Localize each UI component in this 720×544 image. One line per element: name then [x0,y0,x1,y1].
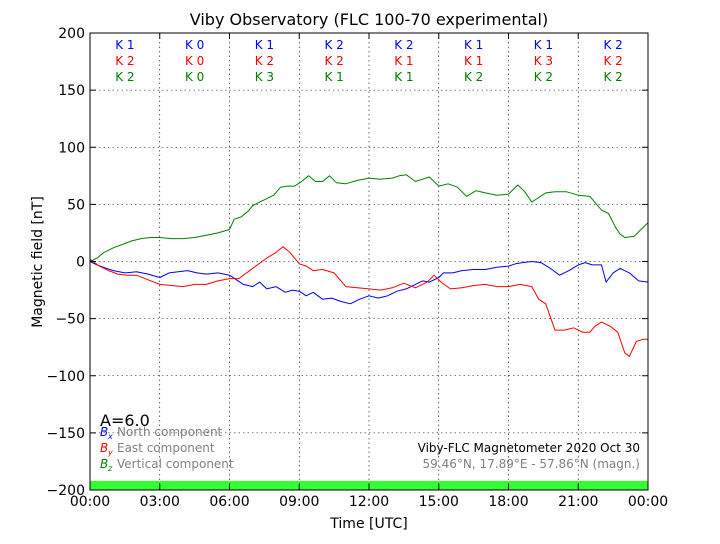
y-tick-label: 100 [58,140,85,156]
y-tick-label: −100 [47,369,85,385]
series-line-2 [89,246,648,357]
k-index-label: K 0 [185,38,204,52]
k-index-label: K 2 [534,70,553,84]
legend-symbol: B [100,425,108,439]
k-index-label: K 2 [324,38,343,52]
y-tick-label: 0 [76,255,85,271]
y-tick-label: −150 [47,426,85,442]
series-line-1 [89,261,649,305]
k-index-label: K 2 [115,70,134,84]
location-label: 59.46°N, 17.89°E - 57.86°N (magn.) [423,457,640,471]
chart-title: Viby Observatory (FLC 100-70 experimenta… [190,10,549,29]
x-axis-label: Time [UTC] [329,516,407,532]
x-tick-label: 18:00 [488,494,528,510]
x-tick-label: 09:00 [279,494,319,510]
y-tick-label: 200 [58,26,85,42]
legend-symbol: B [100,441,108,455]
k-index-label: K 3 [255,70,274,84]
k-index-label: K 2 [603,38,622,52]
x-tick-label: 06:00 [209,494,249,510]
legend-symbol: B [100,457,108,471]
k-index-label: K 2 [603,54,622,68]
k-index-label: K 1 [394,54,413,68]
legend-symbol-subscript: z [107,464,113,473]
legend-symbol-subscript: x [107,432,113,441]
x-tick-label: 00:00 [628,494,668,510]
legend-label: East component [117,441,215,455]
y-tick-label: −200 [47,483,85,499]
y-tick-label: 150 [58,83,85,99]
k-index-label: K 2 [255,54,274,68]
x-tick-label: 15:00 [419,494,459,510]
k-index-label: K 2 [603,70,622,84]
k-index-label: K 1 [255,38,274,52]
k-index-label: K 2 [115,54,134,68]
x-tick-label: 12:00 [349,494,389,510]
instrument-label: Viby-FLC Magnetometer 2020 Oct 30 [418,441,640,455]
k-index-label: K 3 [534,54,553,68]
k-index-label: K 1 [464,54,483,68]
series-line-3 [89,174,649,262]
k-index-label: K 0 [185,70,204,84]
x-tick-label: 03:00 [140,494,180,510]
k-index-label: K 1 [324,70,343,84]
k-index-label: K 0 [185,54,204,68]
k-index-label: K 2 [324,54,343,68]
y-tick-label: −50 [55,312,85,328]
k-index-label: K 2 [464,70,483,84]
y-tick-label: 50 [67,197,85,213]
activity-index-label: A=6.0 [100,411,150,430]
k-index-label: K 1 [464,38,483,52]
y-axis-label: Magnetic field [nT] [30,196,46,328]
k-index-label: K 1 [394,70,413,84]
legend-label: North component [117,425,223,439]
legend-symbol-subscript: y [107,448,113,457]
x-tick-label: 21:00 [558,494,598,510]
k-index-label: K 1 [534,38,553,52]
x-tick-label: 00:00 [70,494,110,510]
k-index-label: K 1 [115,38,134,52]
legend-label: Vertical component [117,457,234,471]
k-index-label: K 2 [394,38,413,52]
